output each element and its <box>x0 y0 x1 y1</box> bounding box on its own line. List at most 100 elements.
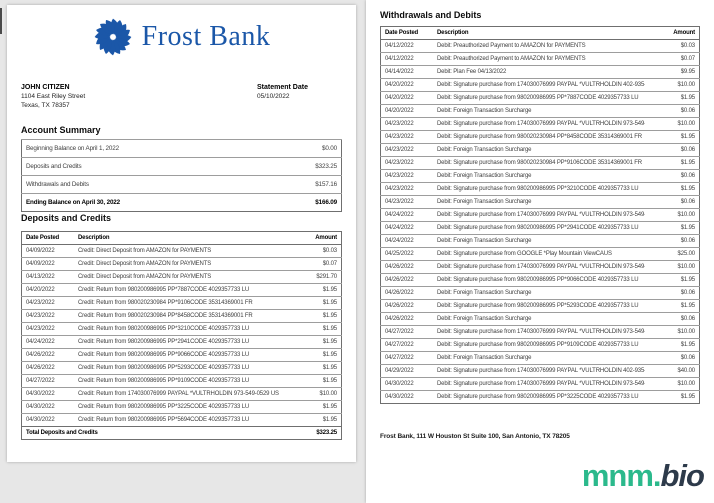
summary-row: Ending Balance on April 30, 2022 $166.09 <box>21 193 342 212</box>
description-cell: Debit: Signature purchase from GOOGLE *P… <box>433 247 645 261</box>
label-cell: Beginning Balance on April 1, 2022 <box>21 139 287 158</box>
amount-cell: $1.95 <box>645 390 700 404</box>
amount-cell: $0.06 <box>645 169 700 183</box>
date-cell: 04/23/2022 <box>380 195 433 209</box>
amount-cell: $1.95 <box>287 335 342 349</box>
description-cell: Debit: Signature purchase from 174030076… <box>433 325 645 339</box>
amount-cell: $1.95 <box>287 374 342 388</box>
deposit-row: 04/30/2022 Credit: Return from 1740300769… <box>21 387 342 401</box>
date-cell: 04/23/2022 <box>21 296 74 310</box>
amount-cell: $0.06 <box>645 104 700 118</box>
date-cell: 04/24/2022 <box>380 221 433 235</box>
deposits-total-amount: $323.25 <box>287 426 342 440</box>
description-cell: Credit: Return from 980020230984 PP*8458… <box>74 309 287 323</box>
amount-cell: $157.16 <box>287 175 342 194</box>
description-cell: Credit: Return from 980200986995 PP*9066… <box>74 348 287 362</box>
date-cell: 04/30/2022 <box>21 387 74 401</box>
amount-cell: $1.95 <box>645 273 700 287</box>
description-cell: Credit: Return from 174030076999 PAYPAL … <box>74 387 287 401</box>
mnm-bio-logo: mnm.bio <box>577 457 708 495</box>
bank-address-footer: Frost Bank, 111 W Houston St Suite 100, … <box>380 433 570 440</box>
amount-cell: $1.95 <box>287 413 342 427</box>
amount-cell: $1.95 <box>287 309 342 323</box>
amount-cell: $1.95 <box>645 338 700 352</box>
description-cell: Debit: Foreign Transaction Surcharge <box>433 351 645 365</box>
amount-cell: $0.06 <box>645 312 700 326</box>
frost-bank-logo: Frost Bank <box>7 17 356 57</box>
description-cell: Debit: Signature purchase from 980020230… <box>433 156 645 170</box>
date-cell: 04/23/2022 <box>380 130 433 144</box>
label-cell: Deposits and Credits <box>21 157 287 176</box>
amount-cell: $1.95 <box>287 400 342 414</box>
date-cell: 04/26/2022 <box>380 260 433 274</box>
date-cell: 04/27/2022 <box>380 351 433 365</box>
withdrawal-row: 04/20/2022 Debit: Signature purchase from… <box>380 91 700 105</box>
amount-cell: $0.00 <box>287 139 342 158</box>
date-cell: 04/20/2022 <box>380 104 433 118</box>
amount-cell: $1.95 <box>287 283 342 297</box>
amount-cell: $166.09 <box>287 193 342 212</box>
deposits-total-label: Total Deposits and Credits <box>21 426 287 440</box>
customer-address-line1: 1104 East Riley Street <box>21 93 86 100</box>
withdrawal-row: 04/26/2022 Debit: Foreign Transaction Sur… <box>380 286 700 300</box>
withdrawal-row: 04/27/2022 Debit: Signature purchase from… <box>380 338 700 352</box>
date-cell: 04/27/2022 <box>380 338 433 352</box>
description-cell: Credit: Return from 980020230984 PP*9106… <box>74 296 287 310</box>
withdrawal-row: 04/26/2022 Debit: Signature purchase from… <box>380 273 700 287</box>
amount-cell: $0.06 <box>645 195 700 209</box>
deposit-row: 04/23/2022 Credit: Return from 9800202309… <box>21 309 342 323</box>
description-cell: Debit: Foreign Transaction Surcharge <box>433 234 645 248</box>
date-cell: 04/20/2022 <box>380 78 433 92</box>
date-cell: 04/30/2022 <box>380 390 433 404</box>
withdrawal-row: 04/24/2022 Debit: Foreign Transaction Sur… <box>380 234 700 248</box>
description-cell: Debit: Signature purchase from 980200986… <box>433 273 645 287</box>
withdrawal-row: 04/30/2022 Debit: Signature purchase from… <box>380 390 700 404</box>
description-cell: Credit: Return from 980200986995 PP*9109… <box>74 374 287 388</box>
description-cell: Debit: Signature purchase from 980020230… <box>433 130 645 144</box>
amount-cell: $10.00 <box>287 387 342 401</box>
date-cell: 04/26/2022 <box>380 273 433 287</box>
date-cell: 04/30/2022 <box>21 413 74 427</box>
withdrawal-row: 04/26/2022 Debit: Signature purchase from… <box>380 299 700 313</box>
amount-cell: $0.06 <box>645 286 700 300</box>
withdrawal-row: 04/24/2022 Debit: Signature purchase from… <box>380 221 700 235</box>
withdrawals-header-row: Date Posted Description Amount <box>380 26 700 40</box>
deposits-total-row: Total Deposits and Credits $323.25 <box>21 426 342 440</box>
amount-cell: $1.95 <box>645 299 700 313</box>
customer-name: JOHN CITIZEN <box>21 84 70 91</box>
description-cell: Debit: Plan Fee 04/13/2022 <box>433 65 645 79</box>
date-cell: 04/23/2022 <box>380 117 433 131</box>
deposit-row: 04/23/2022 Credit: Return from 9802009869… <box>21 322 342 336</box>
description-cell: Debit: Foreign Transaction Surcharge <box>433 195 645 209</box>
amount-cell: $10.00 <box>645 78 700 92</box>
date-cell: 04/09/2022 <box>21 244 74 258</box>
date-cell: 04/24/2022 <box>21 335 74 349</box>
description-cell: Debit: Signature purchase from 980200986… <box>433 91 645 105</box>
description-cell: Debit: Signature purchase from 174030076… <box>433 260 645 274</box>
date-cell: 04/26/2022 <box>21 361 74 375</box>
withdrawal-row: 04/20/2022 Debit: Signature purchase from… <box>380 78 700 92</box>
deposit-row: 04/30/2022 Credit: Return from 9802009869… <box>21 400 342 414</box>
date-cell: 04/24/2022 <box>380 208 433 222</box>
deposit-row: 04/26/2022 Credit: Return from 9802009869… <box>21 348 342 362</box>
summary-row: Withdrawals and Debits $157.16 <box>21 175 342 194</box>
amount-cell: $1.95 <box>645 156 700 170</box>
withdrawal-row: 04/23/2022 Debit: Signature purchase from… <box>380 156 700 170</box>
withdrawal-row: 04/27/2022 Debit: Signature purchase from… <box>380 325 700 339</box>
deposit-row: 04/23/2022 Credit: Return from 9800202309… <box>21 296 342 310</box>
description-cell: Credit: Return from 980200986995 PP*3210… <box>74 322 287 336</box>
withdrawal-row: 04/12/2022 Debit: Preauthorized Payment t… <box>380 52 700 66</box>
amount-cell: $1.95 <box>645 130 700 144</box>
amount-cell: $1.95 <box>645 221 700 235</box>
date-cell: 04/20/2022 <box>21 283 74 297</box>
description-cell: Credit: Direct Deposit from AMAZON for P… <box>74 270 287 284</box>
withdrawal-row: 04/26/2022 Debit: Foreign Transaction Sur… <box>380 312 700 326</box>
withdrawal-row: 04/14/2022 Debit: Plan Fee 04/13/2022 $9.9… <box>380 65 700 79</box>
date-cell: 04/30/2022 <box>21 400 74 414</box>
withdrawal-row: 04/26/2022 Debit: Signature purchase from… <box>380 260 700 274</box>
withdrawal-row: 04/23/2022 Debit: Signature purchase from… <box>380 182 700 196</box>
amount-cell: $291.70 <box>287 270 342 284</box>
statement-date-block: Statement Date 05/10/2022 <box>257 83 308 101</box>
date-cell: 04/29/2022 <box>380 364 433 378</box>
deposits-title: Deposits and Credits <box>21 213 112 223</box>
